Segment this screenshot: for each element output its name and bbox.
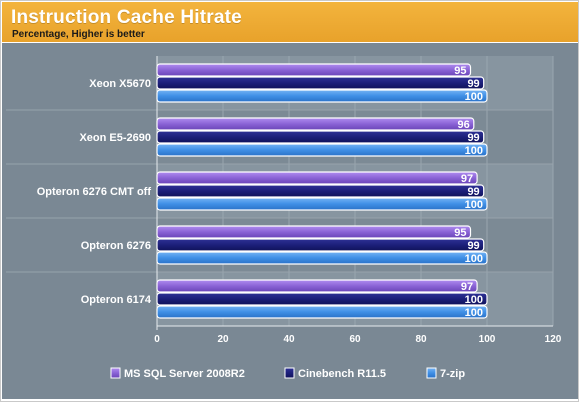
bar: [156, 238, 485, 252]
legend-label: 7-zip: [440, 368, 465, 380]
bar: [156, 89, 488, 103]
category-label: Opteron 6276 CMT off: [37, 186, 152, 198]
bar-value-label: 100: [465, 294, 483, 306]
bar: [156, 305, 488, 319]
bar: [156, 63, 472, 77]
x-tick-label: 20: [217, 334, 229, 345]
category-label: Xeon X5670: [89, 78, 151, 90]
bar: [156, 197, 488, 211]
bar-value-label: 95: [454, 65, 466, 77]
bar: [156, 184, 485, 198]
bar: [156, 225, 472, 239]
bar: [156, 292, 488, 306]
category-label: Xeon E5-2690: [79, 132, 151, 144]
legend-swatch: [284, 367, 295, 379]
bar-value-label: 99: [467, 132, 479, 144]
bar: [156, 143, 488, 157]
bar: [156, 117, 475, 131]
x-tick-label: 80: [415, 334, 427, 345]
bar: [156, 279, 478, 293]
bar-value-label: 97: [461, 173, 473, 185]
category-label: Opteron 6174: [81, 294, 152, 306]
bar: [156, 76, 485, 90]
x-tick-label: 40: [283, 334, 295, 345]
bar-value-label: 100: [465, 253, 483, 265]
chart-header: Instruction Cache Hitrate Percentage, Hi…: [2, 2, 578, 42]
legend-label: MS SQL Server 2008R2: [124, 368, 245, 380]
bar-value-label: 96: [458, 119, 470, 131]
x-tick-label: 100: [479, 334, 496, 345]
bar-value-label: 100: [465, 91, 483, 103]
legend-swatch: [110, 367, 121, 379]
x-tick-label: 60: [349, 334, 361, 345]
bar-value-label: 99: [467, 186, 479, 198]
bar: [156, 171, 478, 185]
legend-label: Cinebench R11.5: [298, 368, 386, 380]
chart-subtitle: Percentage, Higher is better: [12, 29, 145, 40]
category-label: Opteron 6276: [81, 240, 151, 252]
x-tick-label: 0: [154, 334, 160, 345]
chart-title: Instruction Cache Hitrate: [11, 7, 242, 28]
bar-value-label: 99: [467, 78, 479, 90]
bar: [156, 130, 485, 144]
legend-swatch: [426, 367, 437, 379]
x-tick-label: 120: [545, 334, 562, 345]
bar-value-label: 95: [454, 227, 466, 239]
bar-value-label: 99: [467, 240, 479, 252]
bar-value-label: 100: [465, 199, 483, 211]
bar-value-label: 100: [465, 145, 483, 157]
bar: [156, 251, 488, 265]
bar-value-label: 100: [465, 307, 483, 319]
bar-value-label: 97: [461, 281, 473, 293]
